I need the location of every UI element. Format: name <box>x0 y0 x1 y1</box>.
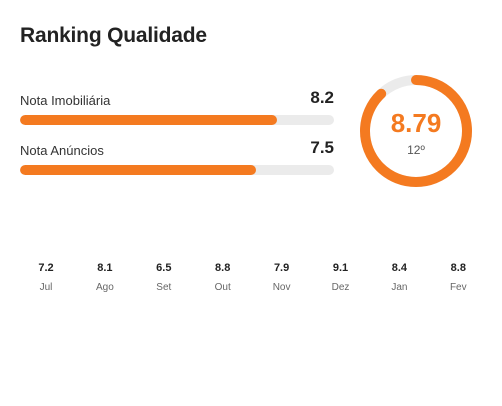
history-value: 7.2 <box>38 262 54 274</box>
metric-value: 8.2 <box>310 88 334 107</box>
gauge-ring <box>360 75 472 187</box>
history-item: 8.8 Fev <box>430 262 486 293</box>
card-title: Ranking Qualidade <box>20 24 207 47</box>
progress-fill <box>20 115 278 125</box>
history-month: Jul <box>39 282 53 293</box>
history-item: 8.4 Jan <box>371 262 427 293</box>
progress-track <box>20 165 334 175</box>
history-value: 8.4 <box>391 262 408 274</box>
history-month: Set <box>156 282 172 293</box>
history-month: Ago <box>95 282 114 293</box>
metric-value: 7.5 <box>310 138 334 157</box>
history-value: 8.8 <box>450 262 466 274</box>
metric-label: Nota Anúncios <box>20 143 104 158</box>
history-month: Jan <box>391 282 408 293</box>
history-value: 6.5 <box>156 262 172 274</box>
score-gauge: 8.79 12º <box>358 73 474 189</box>
history-value: 7.9 <box>273 262 290 274</box>
history-item: 9.1 Dez <box>313 262 369 293</box>
history-item: 7.2 Jul <box>18 262 74 293</box>
gauge-arc <box>360 75 472 187</box>
history-item: 6.5 Set <box>136 262 192 293</box>
history-month: Dez <box>331 282 350 293</box>
history-value: 8.8 <box>215 262 231 274</box>
history-month: Fev <box>449 282 467 293</box>
history-item: 8.8 Out <box>195 262 251 293</box>
history-item: 8.1 Ago <box>77 262 133 293</box>
score-value: 8.79 <box>390 108 442 138</box>
history-month: Out <box>214 282 231 293</box>
history-item: 7.9 Nov <box>254 262 310 293</box>
monthly-history: 7.2 Jul 8.1 Ago 6.5 Set 8.8 Out 7.9 Nov 9.1 Dez 8.4 J… <box>18 262 478 302</box>
progress-fill <box>20 165 256 175</box>
history-value: 9.1 <box>332 262 349 274</box>
rank-position: 12º <box>407 143 425 157</box>
metric-label: Nota Imobiliária <box>20 93 111 108</box>
history-value: 8.1 <box>97 262 113 274</box>
progress-track <box>20 115 334 125</box>
history-month: Nov <box>272 282 291 293</box>
